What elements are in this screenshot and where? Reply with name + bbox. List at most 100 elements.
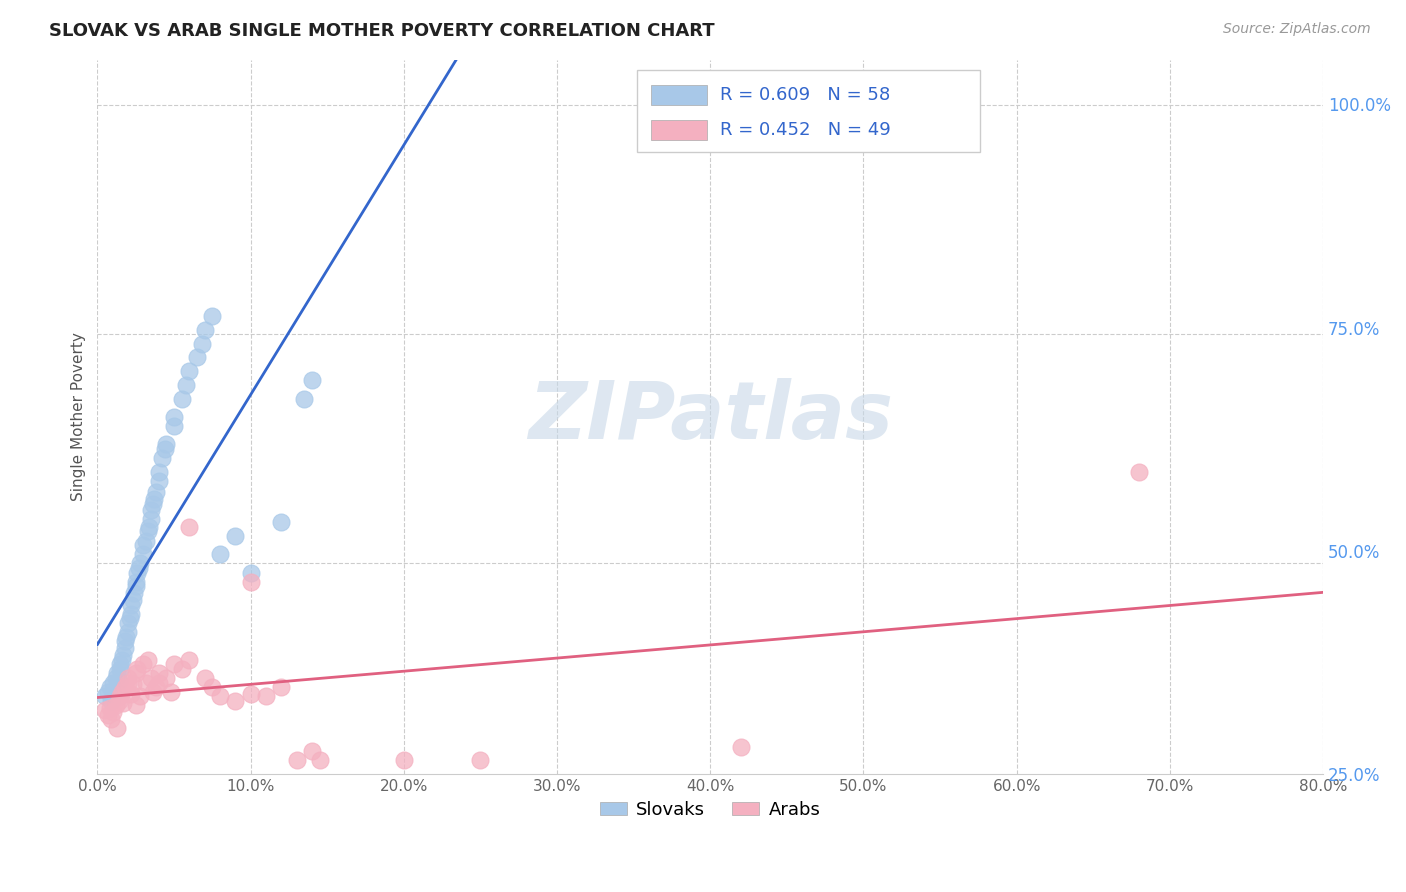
Point xyxy=(141,684,163,698)
Point xyxy=(148,465,170,479)
FancyBboxPatch shape xyxy=(637,70,980,153)
Point xyxy=(224,529,246,543)
Point xyxy=(100,712,122,726)
Point xyxy=(117,625,139,640)
Point xyxy=(136,652,159,666)
Text: ZIPatlas: ZIPatlas xyxy=(527,378,893,456)
Point xyxy=(110,662,132,676)
Point xyxy=(112,696,135,710)
Legend: Slovaks, Arabs: Slovaks, Arabs xyxy=(593,793,828,826)
Point xyxy=(100,694,122,708)
Point xyxy=(148,474,170,488)
Point xyxy=(143,492,166,507)
Y-axis label: Single Mother Poverty: Single Mother Poverty xyxy=(72,333,86,501)
Point xyxy=(98,701,121,715)
Point xyxy=(111,684,134,698)
Point xyxy=(160,684,183,698)
Point xyxy=(470,753,492,767)
Point xyxy=(224,694,246,708)
Point xyxy=(110,657,132,672)
Point xyxy=(111,652,134,666)
Point xyxy=(239,566,262,580)
Point xyxy=(186,351,208,365)
Point xyxy=(138,520,160,534)
Point xyxy=(124,698,146,713)
Point xyxy=(114,640,136,655)
Point xyxy=(170,392,193,406)
Point xyxy=(124,579,146,593)
Point xyxy=(129,557,152,571)
Point xyxy=(114,680,136,694)
Point xyxy=(129,690,152,704)
Point xyxy=(105,666,128,681)
Point xyxy=(163,409,186,424)
Point xyxy=(121,593,143,607)
Point xyxy=(1128,465,1150,479)
FancyBboxPatch shape xyxy=(651,85,707,104)
Point xyxy=(148,675,170,690)
Point xyxy=(127,566,149,580)
Point xyxy=(254,690,277,704)
Point xyxy=(94,690,117,704)
Point xyxy=(135,533,157,548)
Point xyxy=(115,630,138,644)
Point xyxy=(239,574,262,589)
Point xyxy=(194,323,217,337)
Point xyxy=(239,686,262,700)
Point xyxy=(110,690,132,704)
Point xyxy=(117,671,139,685)
Point xyxy=(308,753,330,767)
Point xyxy=(139,671,162,685)
Point xyxy=(135,675,157,690)
Text: R = 0.609   N = 58: R = 0.609 N = 58 xyxy=(720,86,890,103)
Point xyxy=(114,634,136,648)
Point xyxy=(145,680,167,694)
Point xyxy=(301,373,323,387)
Point xyxy=(112,648,135,662)
Point xyxy=(155,437,177,451)
Point xyxy=(132,547,155,561)
Point xyxy=(97,707,120,722)
Point xyxy=(107,673,129,688)
Point xyxy=(201,309,224,323)
Point xyxy=(145,485,167,500)
Point xyxy=(179,364,201,378)
Point xyxy=(101,705,124,719)
Point xyxy=(179,520,201,534)
Point xyxy=(98,680,121,694)
Point xyxy=(163,657,186,672)
Point xyxy=(136,524,159,539)
Point xyxy=(155,671,177,685)
Point xyxy=(105,722,128,736)
Point xyxy=(139,503,162,517)
Point xyxy=(94,703,117,717)
Point xyxy=(270,515,292,529)
Point xyxy=(208,690,231,704)
Point xyxy=(101,675,124,690)
Point xyxy=(208,547,231,561)
Point xyxy=(730,739,752,754)
Point xyxy=(194,671,217,685)
Point xyxy=(107,694,129,708)
Point xyxy=(190,336,212,351)
Point xyxy=(132,657,155,672)
Point xyxy=(163,419,186,434)
Text: R = 0.452   N = 49: R = 0.452 N = 49 xyxy=(720,121,891,139)
Point xyxy=(141,497,163,511)
Point xyxy=(132,538,155,552)
Point xyxy=(121,677,143,691)
Point xyxy=(104,671,127,685)
Point xyxy=(117,675,139,690)
Point xyxy=(153,442,176,456)
Point xyxy=(124,574,146,589)
Point xyxy=(122,586,145,600)
FancyBboxPatch shape xyxy=(651,120,707,140)
Point xyxy=(301,744,323,758)
Point xyxy=(101,686,124,700)
Point xyxy=(201,680,224,694)
Point xyxy=(117,615,139,630)
Point xyxy=(148,666,170,681)
Point xyxy=(174,377,197,392)
Point xyxy=(128,561,150,575)
Point xyxy=(285,753,308,767)
